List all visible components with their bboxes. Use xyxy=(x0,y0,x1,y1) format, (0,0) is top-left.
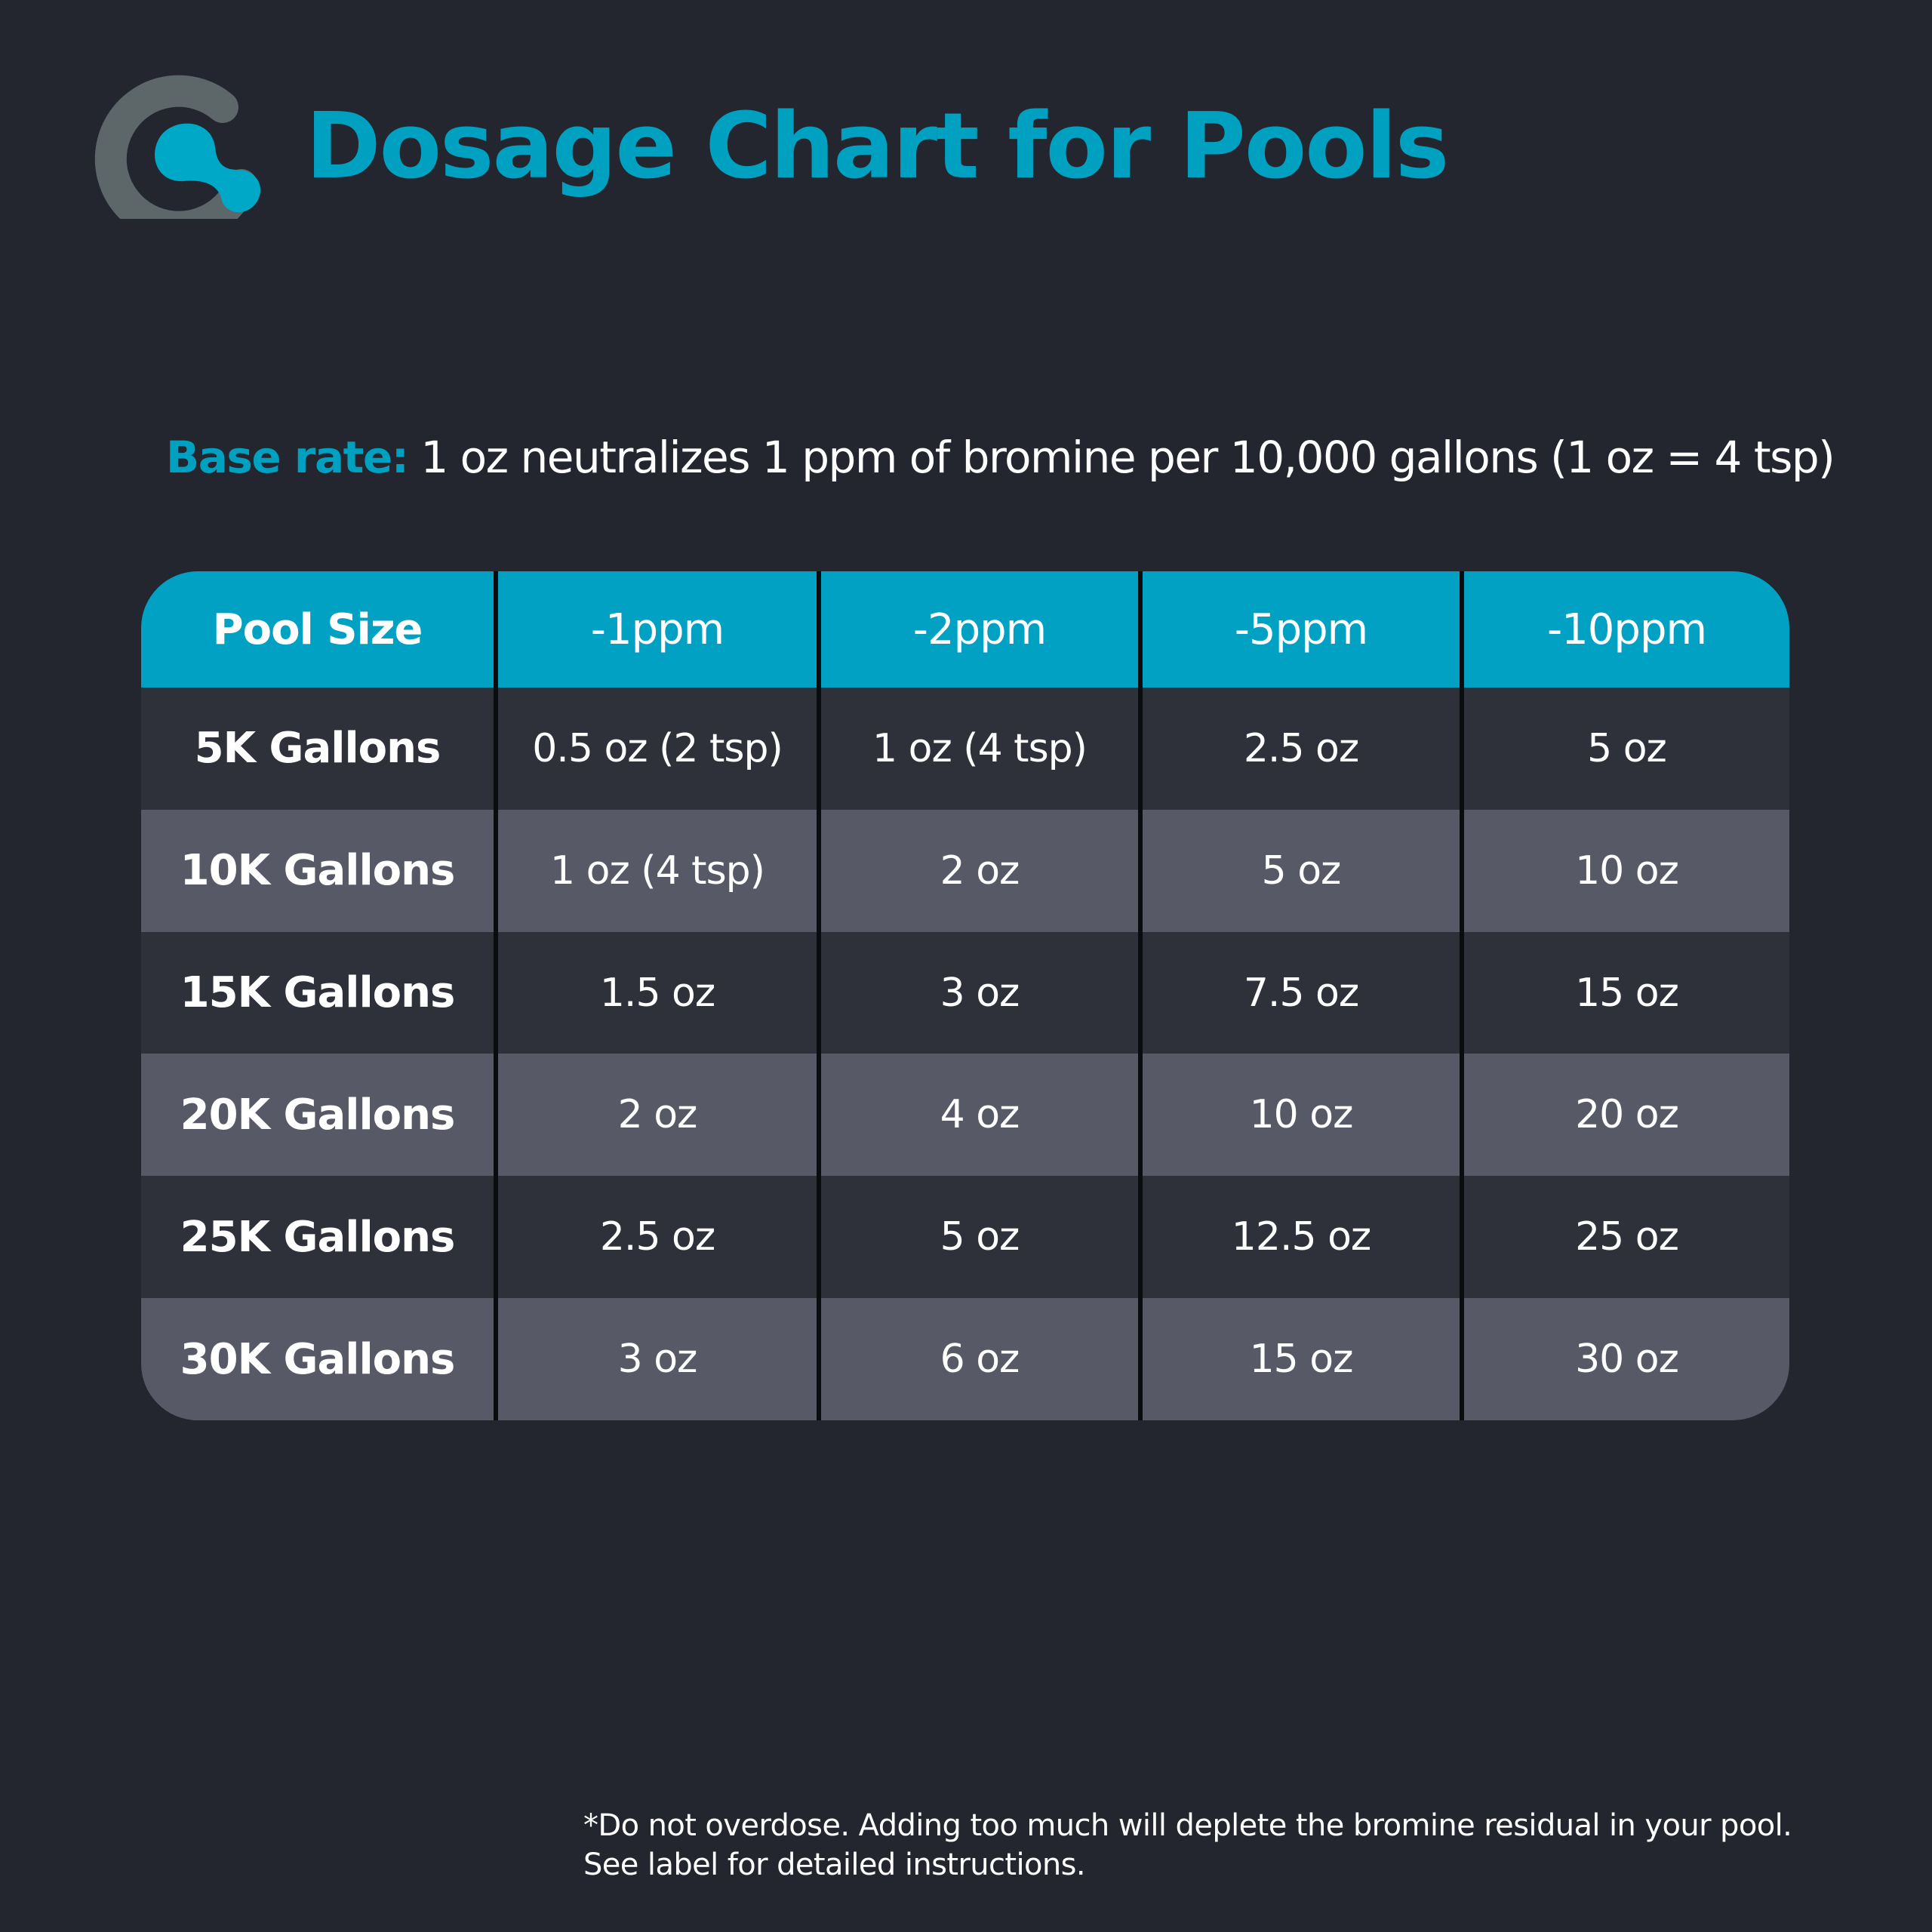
dose-cell: 6 oz xyxy=(817,1298,1140,1420)
dose-cell: 10 oz xyxy=(1460,809,1789,932)
dose-cell: 15 oz xyxy=(1138,1298,1462,1420)
table-header-row: Pool Size -1ppm -2ppm -5ppm -10ppm xyxy=(141,571,1789,688)
dose-cell: 5 oz xyxy=(1138,809,1462,932)
page-title: Dosage Chart for Pools xyxy=(306,94,1449,199)
dose-cell: 2.5 oz xyxy=(494,1176,819,1299)
footnote: *Do not overdose. Adding too much will d… xyxy=(583,1806,1792,1884)
dose-cell: 12.5 oz xyxy=(1138,1176,1462,1299)
dose-cell: 7.5 oz xyxy=(1138,931,1462,1054)
dose-cell: 1 oz (4 tsp) xyxy=(494,809,819,932)
pool-size-cell: 10K Gallons xyxy=(141,809,496,932)
dose-cell: 2 oz xyxy=(494,1054,819,1177)
pool-size-cell: 5K Gallons xyxy=(141,688,496,810)
dose-cell: 30 oz xyxy=(1460,1298,1789,1420)
column-header-10ppm: -10ppm xyxy=(1460,571,1789,688)
column-header-5ppm: -5ppm xyxy=(1138,571,1462,688)
dose-cell: 4 oz xyxy=(817,1054,1140,1177)
dose-cell: 10 oz xyxy=(1138,1054,1462,1177)
dose-cell: 2.5 oz xyxy=(1138,688,1462,810)
dose-cell: 0.5 oz (2 tsp) xyxy=(494,688,819,810)
column-header-1ppm: -1ppm xyxy=(494,571,819,688)
column-header-2ppm: -2ppm xyxy=(817,571,1140,688)
dose-cell: 5 oz xyxy=(817,1176,1140,1299)
table-row: 5K Gallons 0.5 oz (2 tsp) 1 oz (4 tsp) 2… xyxy=(141,688,1789,810)
dose-cell: 5 oz xyxy=(1460,688,1789,810)
table-row: 25K Gallons 2.5 oz 5 oz 12.5 oz 25 oz xyxy=(141,1176,1789,1299)
dose-cell: 1 oz (4 tsp) xyxy=(817,688,1140,810)
dose-cell: 15 oz xyxy=(1460,931,1789,1054)
dose-cell: 3 oz xyxy=(817,931,1140,1054)
footnote-line-2: See label for detailed instructions. xyxy=(583,1847,1086,1882)
footnote-line-1: *Do not overdose. Adding too much will d… xyxy=(583,1808,1792,1843)
dose-cell: 1.5 oz xyxy=(494,931,819,1054)
pool-drop-logo-icon xyxy=(94,75,261,219)
dose-cell: 3 oz xyxy=(494,1298,819,1420)
pool-size-cell: 20K Gallons xyxy=(141,1054,496,1177)
dose-cell: 20 oz xyxy=(1460,1054,1789,1177)
dosage-table-container: Pool Size -1ppm -2ppm -5ppm -10ppm 5K Ga… xyxy=(141,571,1789,1420)
pool-size-cell: 30K Gallons xyxy=(141,1298,496,1420)
pool-size-cell: 15K Gallons xyxy=(141,931,496,1054)
dose-cell: 25 oz xyxy=(1460,1176,1789,1299)
base-rate-text: 1 oz neutralizes 1 ppm of bromine per 10… xyxy=(420,432,1835,483)
dose-cell: 2 oz xyxy=(817,809,1140,932)
base-rate-label: Base rate: xyxy=(166,432,409,483)
column-header-pool-size: Pool Size xyxy=(141,571,496,688)
table-row: 30K Gallons 3 oz 6 oz 15 oz 30 oz xyxy=(141,1298,1789,1420)
base-rate: Base rate: 1 oz neutralizes 1 ppm of bro… xyxy=(166,430,1835,485)
table-row: 15K Gallons 1.5 oz 3 oz 7.5 oz 15 oz xyxy=(141,931,1789,1054)
table-row: 20K Gallons 2 oz 4 oz 10 oz 20 oz xyxy=(141,1054,1789,1177)
table-row: 10K Gallons 1 oz (4 tsp) 2 oz 5 oz 10 oz xyxy=(141,809,1789,932)
dosage-table: Pool Size -1ppm -2ppm -5ppm -10ppm 5K Ga… xyxy=(141,571,1789,1420)
pool-size-cell: 25K Gallons xyxy=(141,1176,496,1299)
